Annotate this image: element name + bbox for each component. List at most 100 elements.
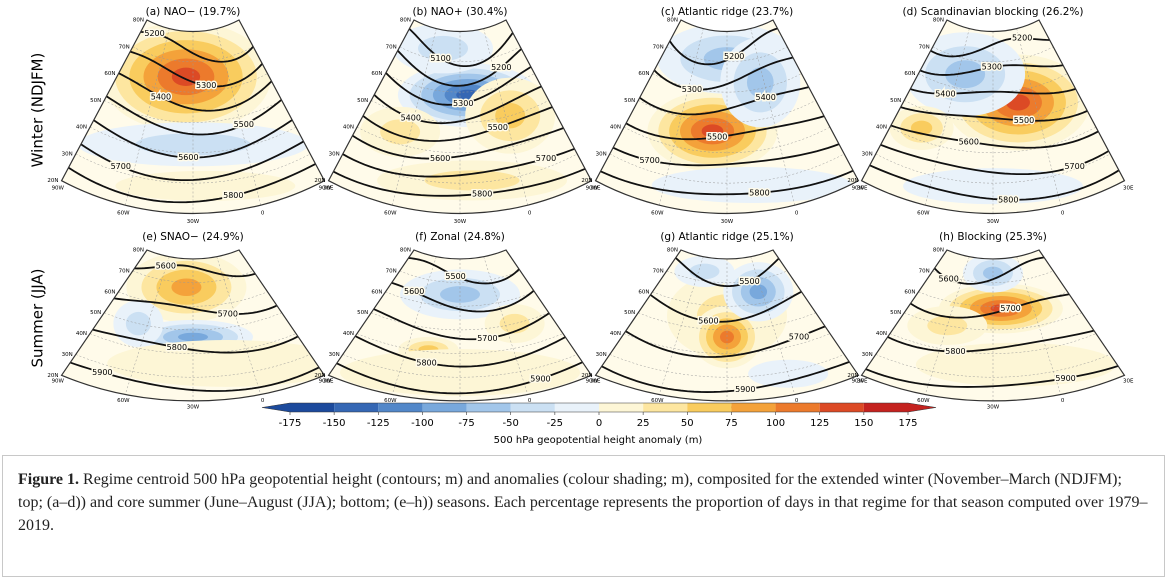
map-frame (60, 249, 326, 402)
lat-label: 60N (904, 289, 915, 295)
lat-label: 60N (104, 71, 115, 77)
contour (352, 127, 564, 160)
contour (408, 257, 520, 285)
lat-label: 70N (653, 268, 664, 274)
contour-label: 5700 (1000, 304, 1020, 313)
lon-label: 0 (1061, 398, 1065, 404)
contour-label: 5800 (749, 188, 769, 197)
contour-label: 5400 (935, 89, 955, 98)
contour (869, 164, 1120, 201)
contour-label: 5800 (167, 343, 187, 352)
lon-label: 30W (454, 219, 467, 225)
contour-label: 5900 (735, 385, 755, 394)
lat-label: 80N (133, 18, 144, 24)
lat-label: 40N (343, 125, 354, 131)
colorbar-tick-label: 50 (681, 418, 694, 429)
lon-label: 30E (323, 378, 334, 384)
contour-label: 5900 (92, 368, 112, 377)
colorbar-segment (863, 403, 908, 412)
colorbar-tick-label: 0 (596, 418, 602, 429)
contour-label: 5700 (218, 309, 238, 318)
contour-label: 5900 (1055, 374, 1075, 383)
map-frame (594, 249, 860, 402)
lat-label: 20N (314, 373, 325, 379)
graticule (875, 354, 1111, 378)
lat-label: 70N (653, 44, 664, 50)
lon-label: 30W (987, 405, 1000, 411)
graticule (399, 270, 521, 283)
contour-label: 5600 (430, 154, 450, 163)
anomaly-shading (749, 284, 768, 300)
lat-label: 30N (62, 352, 73, 358)
colorbar-tick-label: 125 (810, 418, 829, 429)
panel-title: (f) Zonal (24.8%) (415, 231, 505, 243)
contour (129, 50, 263, 88)
graticule (932, 270, 1054, 283)
colorbar-tick-label: -75 (458, 418, 474, 429)
map-frame (860, 19, 1126, 215)
contour (134, 264, 256, 278)
contour (600, 169, 854, 196)
lon-label: 60W (917, 398, 930, 404)
contour-label: 5500 (488, 123, 508, 132)
graticule (125, 256, 170, 395)
graticule (925, 256, 970, 395)
map-panel: 5200 5300 5400 5500 5700 5800 (595, 20, 859, 214)
contour (332, 167, 586, 197)
contour (625, 115, 825, 141)
colorbar-tick-label: 100 (766, 418, 785, 429)
contour-label: 5600 (938, 274, 958, 283)
contour-label: 5300 (196, 81, 216, 90)
lat-label: 50N (90, 98, 101, 104)
lat-label: 70N (919, 268, 930, 274)
contour (649, 290, 802, 323)
lon-label: 30E (590, 378, 601, 384)
panel-title: (d) Scandinavian blocking (26.2%) (903, 6, 1084, 18)
caption-text: Regime centroid 500 hPa geopotential hei… (18, 471, 1148, 534)
lat-label: 60N (371, 71, 382, 77)
lon-label: 0 (795, 210, 799, 216)
panel-title: (c) Atlantic ridge (23.7%) (661, 6, 793, 18)
caption: Figure 1. Regime centroid 500 hPa geopot… (2, 455, 1165, 577)
row-label: Winter (NDJFM) (29, 53, 47, 168)
lat-label: 50N (357, 310, 368, 316)
lon-label: 60W (117, 210, 130, 216)
lat-label: 40N (610, 331, 621, 337)
contour (373, 85, 542, 125)
graticule (216, 256, 261, 395)
lat-label: 20N (314, 178, 325, 184)
lon-label: 90W (586, 378, 599, 384)
map-panel: 5100 5200 5300 5400 5500 5600 5700 5800 (328, 20, 592, 214)
lon-label: 30W (187, 219, 200, 225)
contour-label: 5800 (998, 195, 1018, 204)
lon-label: 30E (590, 185, 601, 191)
contour-label: 5500 (707, 133, 727, 142)
colorbar-segment (290, 403, 335, 412)
colorbar-segment (466, 403, 511, 412)
row-label: Summer (JJA) (29, 269, 47, 368)
lat-label: 50N (624, 98, 635, 104)
lon-label: 30W (187, 405, 200, 411)
caption-label: Figure 1. (18, 471, 80, 488)
contour (675, 257, 780, 288)
lon-label: 30E (857, 185, 868, 191)
contour (612, 143, 840, 167)
colorbar-tick-label: -100 (411, 418, 434, 429)
lat-label: 50N (890, 98, 901, 104)
anomaly-shading (915, 342, 1116, 387)
contour (887, 329, 1095, 353)
lat-label: 60N (638, 71, 649, 77)
lat-label: 70N (386, 268, 397, 274)
contour-label: 5200 (1012, 34, 1032, 43)
colorbar-tick-label: 75 (725, 418, 738, 429)
contour-label: 5800 (945, 347, 965, 356)
colorbar-segment (643, 403, 688, 412)
contour-label: 5200 (144, 29, 164, 38)
graticule (889, 333, 1097, 354)
contour-label: 5200 (724, 52, 744, 61)
contour-label: 5700 (536, 154, 556, 163)
map-frame (327, 19, 593, 215)
lat-label: 80N (400, 248, 411, 254)
anomaly-shading (107, 340, 325, 387)
